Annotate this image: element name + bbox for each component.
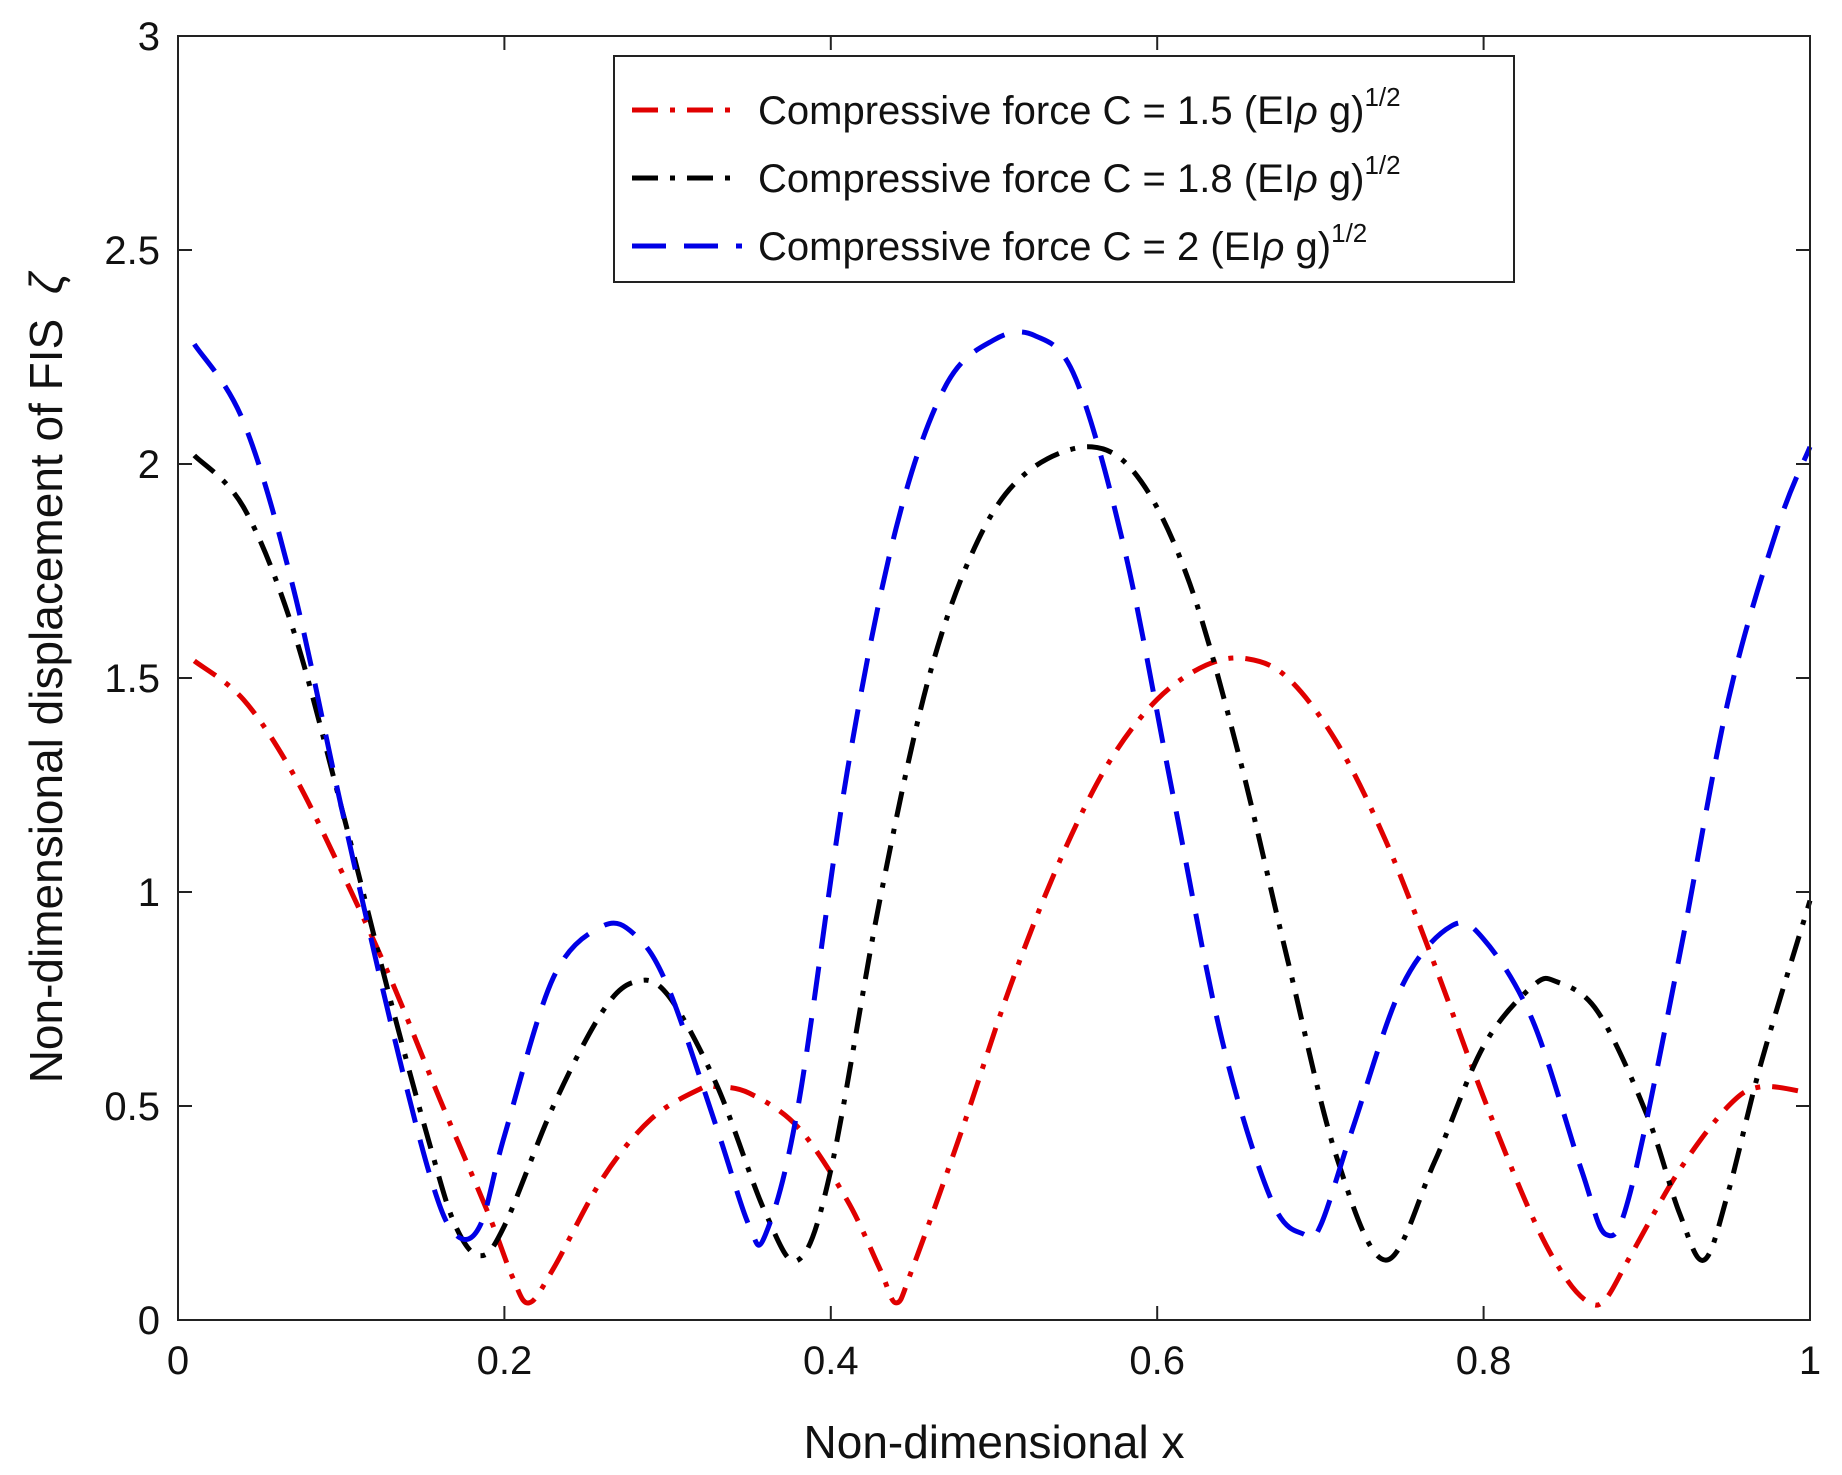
- series-line-3: [192, 329, 1813, 1248]
- axis-ticks: [177, 35, 1811, 1321]
- legend-label-1: Compressive force C = 1.5 (EIρ g)1/2: [758, 82, 1401, 133]
- y-tick-label: 2: [138, 443, 160, 487]
- y-tick-label: 2.5: [104, 229, 160, 273]
- plot-lines: [192, 329, 1813, 1308]
- legend-label-2: Compressive force C = 1.8 (EIρ g)1/2: [758, 150, 1401, 201]
- legend-box: [613, 55, 1515, 283]
- y-axis-label: Non-dimensional displacement of FIS ζ: [20, 270, 72, 1083]
- y-tick-label: 0.5: [104, 1085, 160, 1129]
- y-tick-label: 1.5: [104, 657, 160, 701]
- x-tick-label: 0.6: [1129, 1339, 1185, 1383]
- x-tick-label: 0.4: [803, 1339, 859, 1383]
- x-tick-label: 1: [1799, 1339, 1821, 1383]
- legend: Compressive force C = 1.5 (EIρ g)1/2 Comp…: [613, 55, 1515, 283]
- y-tick-label: 1: [138, 871, 160, 915]
- x-tick-label: 0.2: [477, 1339, 533, 1383]
- x-axis-label: Non-dimensional x: [804, 1416, 1185, 1468]
- x-tick-label: 0.8: [1456, 1339, 1512, 1383]
- x-tick-label: 0: [167, 1339, 189, 1383]
- y-tick-label: 0: [138, 1299, 160, 1343]
- svg-text:Non-dimensional displacement o: Non-dimensional displacement of FIS ζ: [20, 270, 72, 1083]
- legend-label-3: Compressive force C = 2 (EIρ g)1/2: [758, 218, 1367, 269]
- axis-tick-labels: 0 0.2 0.4 0.6 0.8 1 0 0.5 1 1.5 2 2.5 3: [104, 15, 1821, 1383]
- y-tick-label: 3: [138, 15, 160, 59]
- y-axis-label-text: Non-dimensional displacement of FIS: [20, 319, 72, 1083]
- y-axis-label-symbol: ζ: [20, 270, 72, 294]
